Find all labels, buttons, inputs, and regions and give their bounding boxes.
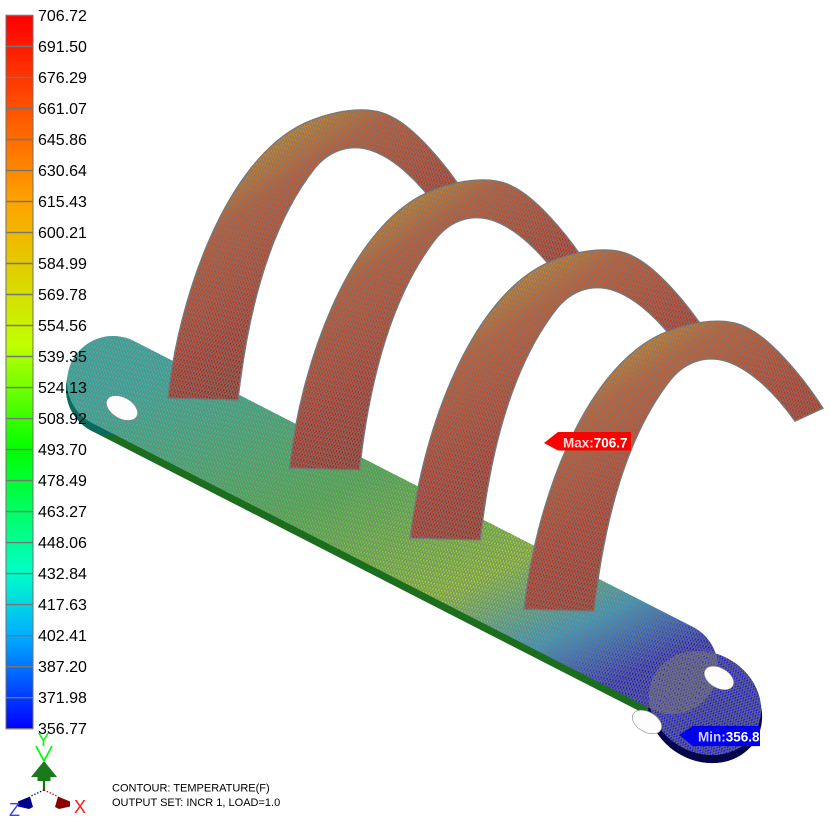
svg-text:569.78: 569.78: [38, 287, 87, 304]
svg-text:Min:356.8: Min:356.8: [698, 730, 760, 745]
svg-text:691.50: 691.50: [38, 39, 87, 56]
svg-text:448.06: 448.06: [38, 535, 87, 552]
svg-text:676.29: 676.29: [38, 70, 87, 87]
svg-text:OUTPUT SET: INCR 1, LOAD=1.0: OUTPUT SET: INCR 1, LOAD=1.0: [112, 797, 280, 809]
svg-text:387.20: 387.20: [38, 659, 87, 676]
svg-text:508.92: 508.92: [38, 411, 87, 428]
svg-text:Z: Z: [9, 800, 20, 820]
svg-text:417.63: 417.63: [38, 597, 87, 614]
svg-text:554.56: 554.56: [38, 318, 87, 335]
svg-text:478.49: 478.49: [38, 473, 87, 490]
svg-text:463.27: 463.27: [38, 504, 87, 521]
svg-text:630.64: 630.64: [38, 163, 87, 180]
svg-text:402.41: 402.41: [38, 628, 87, 645]
svg-text:CONTOUR: TEMPERATURE(F): CONTOUR: TEMPERATURE(F): [112, 783, 270, 795]
svg-text:524.13: 524.13: [38, 380, 87, 397]
svg-text:661.07: 661.07: [38, 101, 87, 118]
svg-text:645.86: 645.86: [38, 132, 87, 149]
svg-text:615.43: 615.43: [38, 194, 87, 211]
svg-text:Y: Y: [38, 730, 50, 750]
svg-text:584.99: 584.99: [38, 256, 87, 273]
svg-text:Max:706.7: Max:706.7: [563, 436, 628, 451]
svg-text:706.72: 706.72: [38, 8, 87, 25]
svg-text:432.84: 432.84: [38, 566, 87, 583]
svg-text:600.21: 600.21: [38, 225, 87, 242]
svg-text:539.35: 539.35: [38, 349, 87, 366]
svg-text:X: X: [74, 797, 86, 817]
svg-text:493.70: 493.70: [38, 442, 87, 459]
svg-text:371.98: 371.98: [38, 690, 87, 707]
